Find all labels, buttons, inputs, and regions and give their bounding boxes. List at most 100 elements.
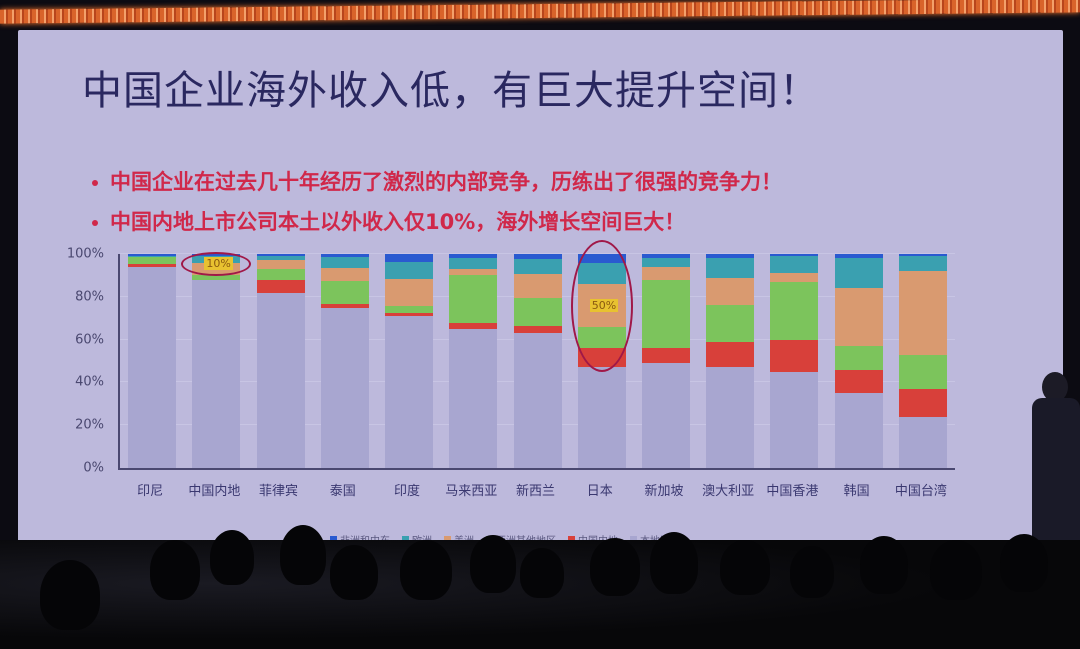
audience-head — [330, 545, 378, 600]
bar-新加坡 — [641, 254, 690, 468]
y-tick-label: 80% — [75, 289, 104, 305]
bar-segment — [128, 263, 177, 267]
bar-segment — [834, 258, 883, 289]
audience-head — [590, 538, 640, 596]
bar-segment — [834, 393, 883, 468]
bullet-list: 中国企业在过去几十年经历了激烈的内部竞争，历练出了很强的竞争力！ 中国内地上市公… — [92, 166, 782, 246]
bullet-item: 中国企业在过去几十年经历了激烈的内部竞争，历练出了很强的竞争力！ — [92, 166, 782, 196]
bar-印度 — [385, 254, 434, 468]
bar-segment — [320, 267, 369, 281]
audience-head — [150, 540, 200, 600]
bar-segment — [320, 280, 369, 305]
bar-菲律宾 — [256, 254, 305, 468]
bar-segment — [770, 256, 819, 274]
x-tick-label: 菲律宾 — [259, 484, 299, 499]
bar-segment — [192, 279, 241, 468]
y-tick-label: 40% — [75, 374, 104, 390]
bar-segment — [770, 254, 819, 257]
highlight-ring — [570, 240, 633, 372]
bar-segment — [834, 288, 883, 347]
audience-head — [210, 530, 254, 585]
bar-segment — [641, 279, 690, 349]
audience-head — [720, 540, 770, 595]
x-tick-label: 澳大利亚 — [702, 484, 755, 499]
bar-segment — [513, 259, 562, 275]
bar-segment — [898, 354, 947, 389]
bar-segment — [320, 257, 369, 268]
bar-segment — [770, 281, 819, 340]
bar-segment — [834, 254, 883, 259]
plot-area: 10% 50% — [118, 240, 955, 470]
bar-中国台湾 — [898, 254, 947, 468]
bar-segment — [706, 341, 755, 368]
bar-segment — [513, 297, 562, 326]
x-tick-label: 中国台湾 — [894, 484, 947, 499]
gridline — [120, 253, 955, 254]
bar-segment — [513, 325, 562, 334]
x-tick-label: 新加坡 — [644, 484, 684, 499]
bar-segment — [513, 274, 562, 298]
bar-segment — [449, 258, 498, 270]
bullet-dot-icon — [92, 220, 98, 226]
bar-segment — [256, 254, 305, 257]
bar-segment — [449, 269, 498, 276]
stage-led-trim — [0, 0, 1080, 24]
bar-segment — [449, 254, 498, 259]
bar-segment — [706, 367, 755, 468]
y-tick-label: 20% — [75, 417, 104, 433]
bar-segment — [898, 254, 947, 257]
bar-segment — [320, 304, 369, 308]
bar-segment — [513, 254, 562, 260]
bar-segment — [192, 275, 241, 280]
bar-韩国 — [834, 254, 883, 468]
bar-segment — [385, 316, 434, 468]
legend-swatch-icon — [630, 536, 637, 543]
bar-segment — [706, 254, 755, 259]
bullet-dot-icon — [92, 180, 98, 186]
bar-segment — [320, 307, 369, 468]
x-tick-label: 中国内地 — [188, 484, 241, 499]
bar-segment — [385, 312, 434, 317]
x-tick-label: 印尼 — [137, 484, 164, 499]
presenter — [1030, 370, 1080, 563]
bar-segment — [385, 278, 434, 307]
bar-segment — [706, 277, 755, 306]
bar-segment — [449, 275, 498, 323]
x-tick-label: 日本 — [586, 484, 613, 499]
y-tick-label: 60% — [75, 332, 104, 348]
x-tick-label: 中国香港 — [766, 484, 819, 499]
audience-head — [520, 548, 564, 598]
legend-swatch-icon — [330, 536, 337, 543]
audience-head — [650, 532, 698, 594]
bar-新西兰 — [513, 254, 562, 468]
bar-segment — [898, 271, 947, 355]
bar-segment — [770, 273, 819, 282]
bar-segment — [128, 256, 177, 258]
bar-segment — [706, 258, 755, 278]
bar-segment — [449, 322, 498, 329]
bar-segment — [641, 258, 690, 267]
bar-中国内地 — [192, 254, 241, 468]
bar-segment — [770, 371, 819, 468]
bar-segment — [385, 261, 434, 279]
bar-segment — [320, 254, 369, 258]
audience-silhouettes — [0, 525, 1080, 649]
bar-segment — [128, 257, 177, 264]
bar-segment — [256, 256, 305, 261]
stacked-bar-chart: 0% 20% 40% 60% 80% 100% 10% 50% 印尼 中国内地 菲律宾 泰国 印度 马… — [60, 240, 960, 524]
bar-segment — [256, 279, 305, 293]
legend-swatch-icon — [568, 536, 575, 543]
audience-head — [1000, 534, 1048, 592]
x-tick-label: 新西兰 — [515, 484, 555, 499]
bar-印尼 — [128, 254, 177, 468]
bar-segment — [834, 369, 883, 394]
slide-title: 中国企业海外收入低，有巨大提升空间！ — [82, 68, 820, 114]
audience-head — [930, 540, 982, 600]
bar-segment — [641, 254, 690, 259]
y-tick-label: 0% — [83, 460, 104, 476]
bar-segment — [256, 260, 305, 270]
legend-swatch-icon — [444, 536, 451, 543]
x-tick-label: 泰国 — [329, 484, 356, 499]
bar-segment — [385, 306, 434, 313]
audience-head — [280, 525, 326, 585]
